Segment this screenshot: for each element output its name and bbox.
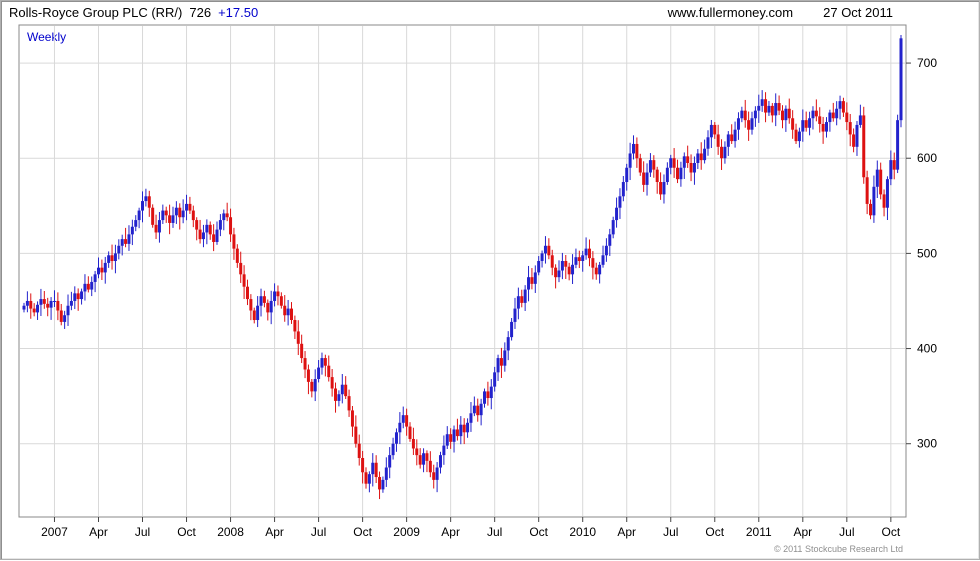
svg-text:2008: 2008 xyxy=(217,525,244,539)
copyright-notice: © 2011 Stockcube Research Ltd xyxy=(773,544,903,554)
svg-text:300: 300 xyxy=(917,437,937,451)
svg-text:500: 500 xyxy=(917,246,937,260)
price-change: +17.50 xyxy=(218,5,259,20)
chart-header-right: www.fullermoney.com 27 Oct 2011 xyxy=(668,5,893,20)
svg-text:700: 700 xyxy=(917,56,937,70)
svg-text:Apr: Apr xyxy=(793,525,812,539)
svg-text:2011: 2011 xyxy=(746,525,772,539)
svg-text:Jul: Jul xyxy=(839,525,854,539)
svg-text:Apr: Apr xyxy=(89,525,108,539)
svg-text:2010: 2010 xyxy=(569,525,596,539)
svg-text:2007: 2007 xyxy=(41,525,68,539)
instrument-name: Rolls-Royce Group PLC (RR/) xyxy=(9,5,183,20)
website-text: www.fullermoney.com xyxy=(667,5,794,20)
chart-title: Rolls-Royce Group PLC (RR/) 726 +17.50 xyxy=(9,5,258,20)
svg-text:Oct: Oct xyxy=(353,525,372,539)
svg-text:Apr: Apr xyxy=(441,525,460,539)
svg-text:Oct: Oct xyxy=(705,525,724,539)
svg-text:Oct: Oct xyxy=(882,525,901,539)
svg-text:400: 400 xyxy=(917,342,937,356)
chart-date: 27 Oct 2011 xyxy=(823,5,893,20)
svg-text:Oct: Oct xyxy=(529,525,548,539)
svg-text:Apr: Apr xyxy=(265,525,284,539)
svg-text:2009: 2009 xyxy=(393,525,420,539)
svg-text:600: 600 xyxy=(917,151,937,165)
last-price: 726 xyxy=(189,5,212,20)
svg-text:Apr: Apr xyxy=(617,525,636,539)
svg-text:Jul: Jul xyxy=(311,525,326,539)
svg-text:Jul: Jul xyxy=(663,525,678,539)
svg-text:Jul: Jul xyxy=(135,525,150,539)
timeframe-label: Weekly xyxy=(27,30,67,44)
svg-text:Jul: Jul xyxy=(487,525,502,539)
svg-text:Oct: Oct xyxy=(177,525,196,539)
